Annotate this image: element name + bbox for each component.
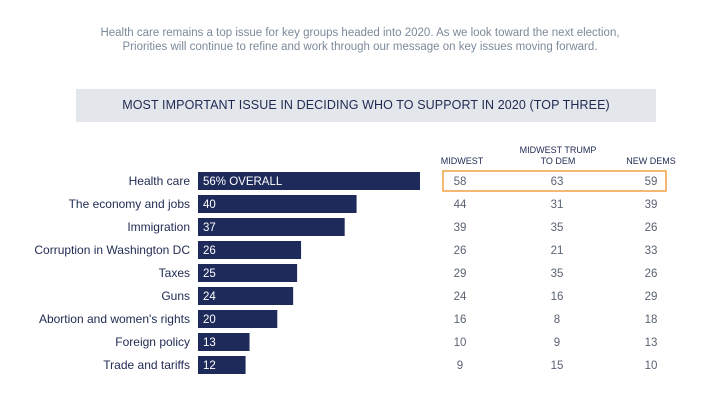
bar-value-label: 13 xyxy=(203,337,216,349)
chart-title-band: MOST IMPORTANT ISSUE IN DECIDING WHO TO … xyxy=(76,89,656,122)
column-header-line1: MIDWEST TRUMP xyxy=(519,145,597,155)
bar xyxy=(198,356,246,374)
table-cell: 9 xyxy=(554,337,560,349)
column-header-new-dems: NEW DEMS xyxy=(616,145,686,167)
bar xyxy=(198,241,302,259)
table-cell: 18 xyxy=(645,314,658,326)
table-cell: 58 xyxy=(454,176,467,188)
bar xyxy=(198,310,278,328)
table-cell: 16 xyxy=(454,314,467,326)
table-cell: 10 xyxy=(645,360,658,372)
table-cell: 35 xyxy=(551,222,564,234)
category-label: Abortion and women's rights xyxy=(39,312,190,326)
category-label: Health care xyxy=(129,174,191,188)
bar-value-label: 37 xyxy=(203,222,216,234)
column-header-line2: NEW DEMS xyxy=(626,156,676,166)
table-cell: 39 xyxy=(645,199,658,211)
category-label: Foreign policy xyxy=(115,335,190,349)
table-cell: 26 xyxy=(645,268,658,280)
table-cell: 59 xyxy=(645,176,658,188)
table-cell: 15 xyxy=(551,360,564,372)
bar xyxy=(198,218,345,236)
highlight-box xyxy=(442,170,667,192)
table-cell: 29 xyxy=(454,268,467,280)
category-label: Corruption in Washington DC xyxy=(34,243,190,257)
table-cell: 8 xyxy=(554,314,560,326)
intro-line-2: Priorities will continue to refine and w… xyxy=(122,41,598,53)
table-cell: 26 xyxy=(454,245,467,257)
bar-value-label: 56% OVERALL xyxy=(203,176,283,188)
bar-value-label: 24 xyxy=(203,291,216,303)
column-header-line2: MIDWEST xyxy=(440,156,484,166)
column-header-line2: TO DEM xyxy=(540,156,576,166)
table-cell: 21 xyxy=(551,245,564,257)
bar-value-label: 26 xyxy=(203,245,216,257)
bar xyxy=(198,172,420,190)
table-cell: 29 xyxy=(645,291,658,303)
intro-text: Health care remains a top issue for key … xyxy=(40,26,680,54)
chart-title: MOST IMPORTANT ISSUE IN DECIDING WHO TO … xyxy=(122,98,610,112)
table-cell: 35 xyxy=(551,268,564,280)
category-label: Guns xyxy=(161,289,190,303)
table-cell: 9 xyxy=(457,360,463,372)
bar-value-label: 12 xyxy=(203,360,216,372)
category-label: Trade and tariffs xyxy=(103,358,190,372)
bar-value-label: 25 xyxy=(203,268,216,280)
intro-line-1: Health care remains a top issue for key … xyxy=(100,27,620,39)
table-cell: 10 xyxy=(454,337,467,349)
bar xyxy=(198,195,357,213)
table-cell: 39 xyxy=(454,222,467,234)
category-label: Immigration xyxy=(127,220,190,234)
table-cell: 24 xyxy=(454,291,467,303)
table-cell: 26 xyxy=(645,222,658,234)
table-cell: 13 xyxy=(645,337,658,349)
table-cell: 63 xyxy=(551,176,564,188)
bar-value-label: 40 xyxy=(203,199,216,211)
column-header-midwest: MIDWEST xyxy=(437,145,487,167)
bar-value-label: 20 xyxy=(203,314,216,326)
table-cell: 44 xyxy=(454,199,467,211)
bar xyxy=(198,264,298,282)
category-label: Taxes xyxy=(159,266,190,280)
bar xyxy=(198,333,250,351)
table-cell: 33 xyxy=(645,245,658,257)
table-cell: 16 xyxy=(551,291,564,303)
category-label: The economy and jobs xyxy=(69,197,190,211)
column-header-midwest-trump-to-dem: MIDWEST TRUMP TO DEM xyxy=(508,145,608,167)
bar xyxy=(198,287,294,305)
table-cell: 31 xyxy=(551,199,564,211)
